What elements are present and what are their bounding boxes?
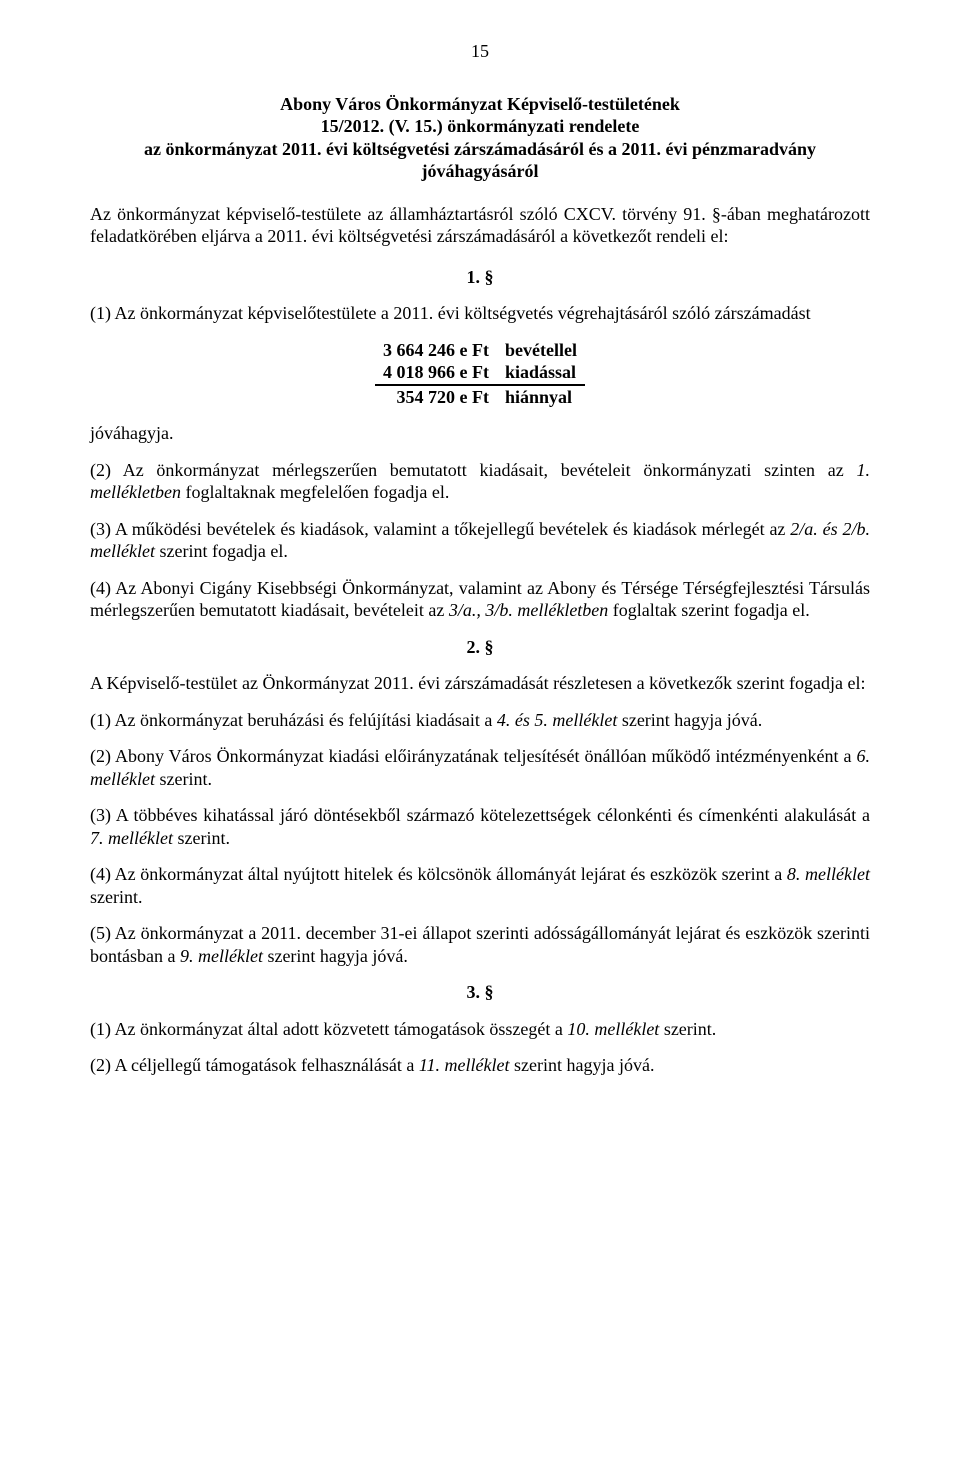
s1-approve: jóváhagyja. — [90, 422, 870, 445]
budget-row-expense: 4 018 966 e Ft kiadással — [375, 361, 585, 385]
text: szerint. — [155, 769, 212, 789]
title-line-1: Abony Város Önkormányzat Képviselő-testü… — [90, 93, 870, 116]
appendix-ref: 3/a., 3/b. mellékletben — [449, 600, 608, 620]
text: szerint hagyja jóvá. — [510, 1055, 655, 1075]
text: szerint hagyja jóvá. — [263, 946, 408, 966]
s1-p1: (1) Az önkormányzat képviselőtestülete a… — [90, 302, 870, 325]
budget-amount: 4 018 966 e Ft — [375, 361, 497, 385]
section-1-number: 1. § — [90, 266, 870, 289]
budget-label: bevétellel — [497, 339, 585, 362]
title-line-3: az önkormányzat 2011. évi költségvetési … — [90, 138, 870, 183]
appendix-ref: 11. melléklet — [419, 1055, 510, 1075]
page-number: 15 — [90, 40, 870, 63]
appendix-ref: 4. és 5. melléklet — [497, 710, 617, 730]
budget-label: kiadással — [497, 361, 585, 385]
budget-label: hiánnyal — [497, 385, 585, 409]
s2-p3: (3) A többéves kihatással járó döntésekb… — [90, 804, 870, 849]
text: (2) Az önkormányzat mérlegszerűen bemuta… — [90, 460, 857, 480]
s2-p1: (1) Az önkormányzat beruházási és felújí… — [90, 709, 870, 732]
section-2-number: 2. § — [90, 636, 870, 659]
appendix-ref: 9. melléklet — [180, 946, 263, 966]
budget-amount: 354 720 e Ft — [375, 385, 497, 409]
text: (4) Az önkormányzat által nyújtott hitel… — [90, 864, 787, 884]
appendix-ref: 10. melléklet — [567, 1019, 659, 1039]
text: foglaltak szerint fogadja el. — [608, 600, 809, 620]
document-title: Abony Város Önkormányzat Képviselő-testü… — [90, 93, 870, 183]
s2-p2: (2) Abony Város Önkormányzat kiadási elő… — [90, 745, 870, 790]
budget-row-revenue: 3 664 246 e Ft bevétellel — [375, 339, 585, 362]
s2-p5: (5) Az önkormányzat a 2011. december 31-… — [90, 922, 870, 967]
text: foglaltaknak megfelelően fogadja el. — [181, 482, 449, 502]
text: (2) Abony Város Önkormányzat kiadási elő… — [90, 746, 857, 766]
text: (1) Az önkormányzat által adott közvetet… — [90, 1019, 567, 1039]
title-line-2: 15/2012. (V. 15.) önkormányzati rendelet… — [90, 115, 870, 138]
budget-table: 3 664 246 e Ft bevétellel 4 018 966 e Ft… — [375, 339, 585, 409]
s1-p4: (4) Az Abonyi Cigány Kisebbségi Önkormán… — [90, 577, 870, 622]
budget-row-deficit: 354 720 e Ft hiánnyal — [375, 385, 585, 409]
s2-p4: (4) Az önkormányzat által nyújtott hitel… — [90, 863, 870, 908]
text: (3) A többéves kihatással járó döntésekb… — [90, 805, 870, 825]
s1-p3: (3) A működési bevételek és kiadások, va… — [90, 518, 870, 563]
section-3-number: 3. § — [90, 981, 870, 1004]
text: szerint. — [659, 1019, 716, 1039]
s3-p2: (2) A céljellegű támogatások felhasználá… — [90, 1054, 870, 1077]
text: szerint. — [90, 887, 142, 907]
text: szerint fogadja el. — [155, 541, 288, 561]
text: szerint. — [173, 828, 230, 848]
appendix-ref: 8. melléklet — [787, 864, 870, 884]
text: (1) Az önkormányzat beruházási és felújí… — [90, 710, 497, 730]
text: (3) A működési bevételek és kiadások, va… — [90, 519, 790, 539]
s3-p1: (1) Az önkormányzat által adott közvetet… — [90, 1018, 870, 1041]
preamble: Az önkormányzat képviselő-testülete az á… — [90, 203, 870, 248]
text: szerint hagyja jóvá. — [617, 710, 762, 730]
s2-intro: A Képviselő-testület az Önkormányzat 201… — [90, 672, 870, 695]
budget-amount: 3 664 246 e Ft — [375, 339, 497, 362]
appendix-ref: 7. melléklet — [90, 828, 173, 848]
text: (2) A céljellegű támogatások felhasználá… — [90, 1055, 419, 1075]
s1-p2: (2) Az önkormányzat mérlegszerűen bemuta… — [90, 459, 870, 504]
